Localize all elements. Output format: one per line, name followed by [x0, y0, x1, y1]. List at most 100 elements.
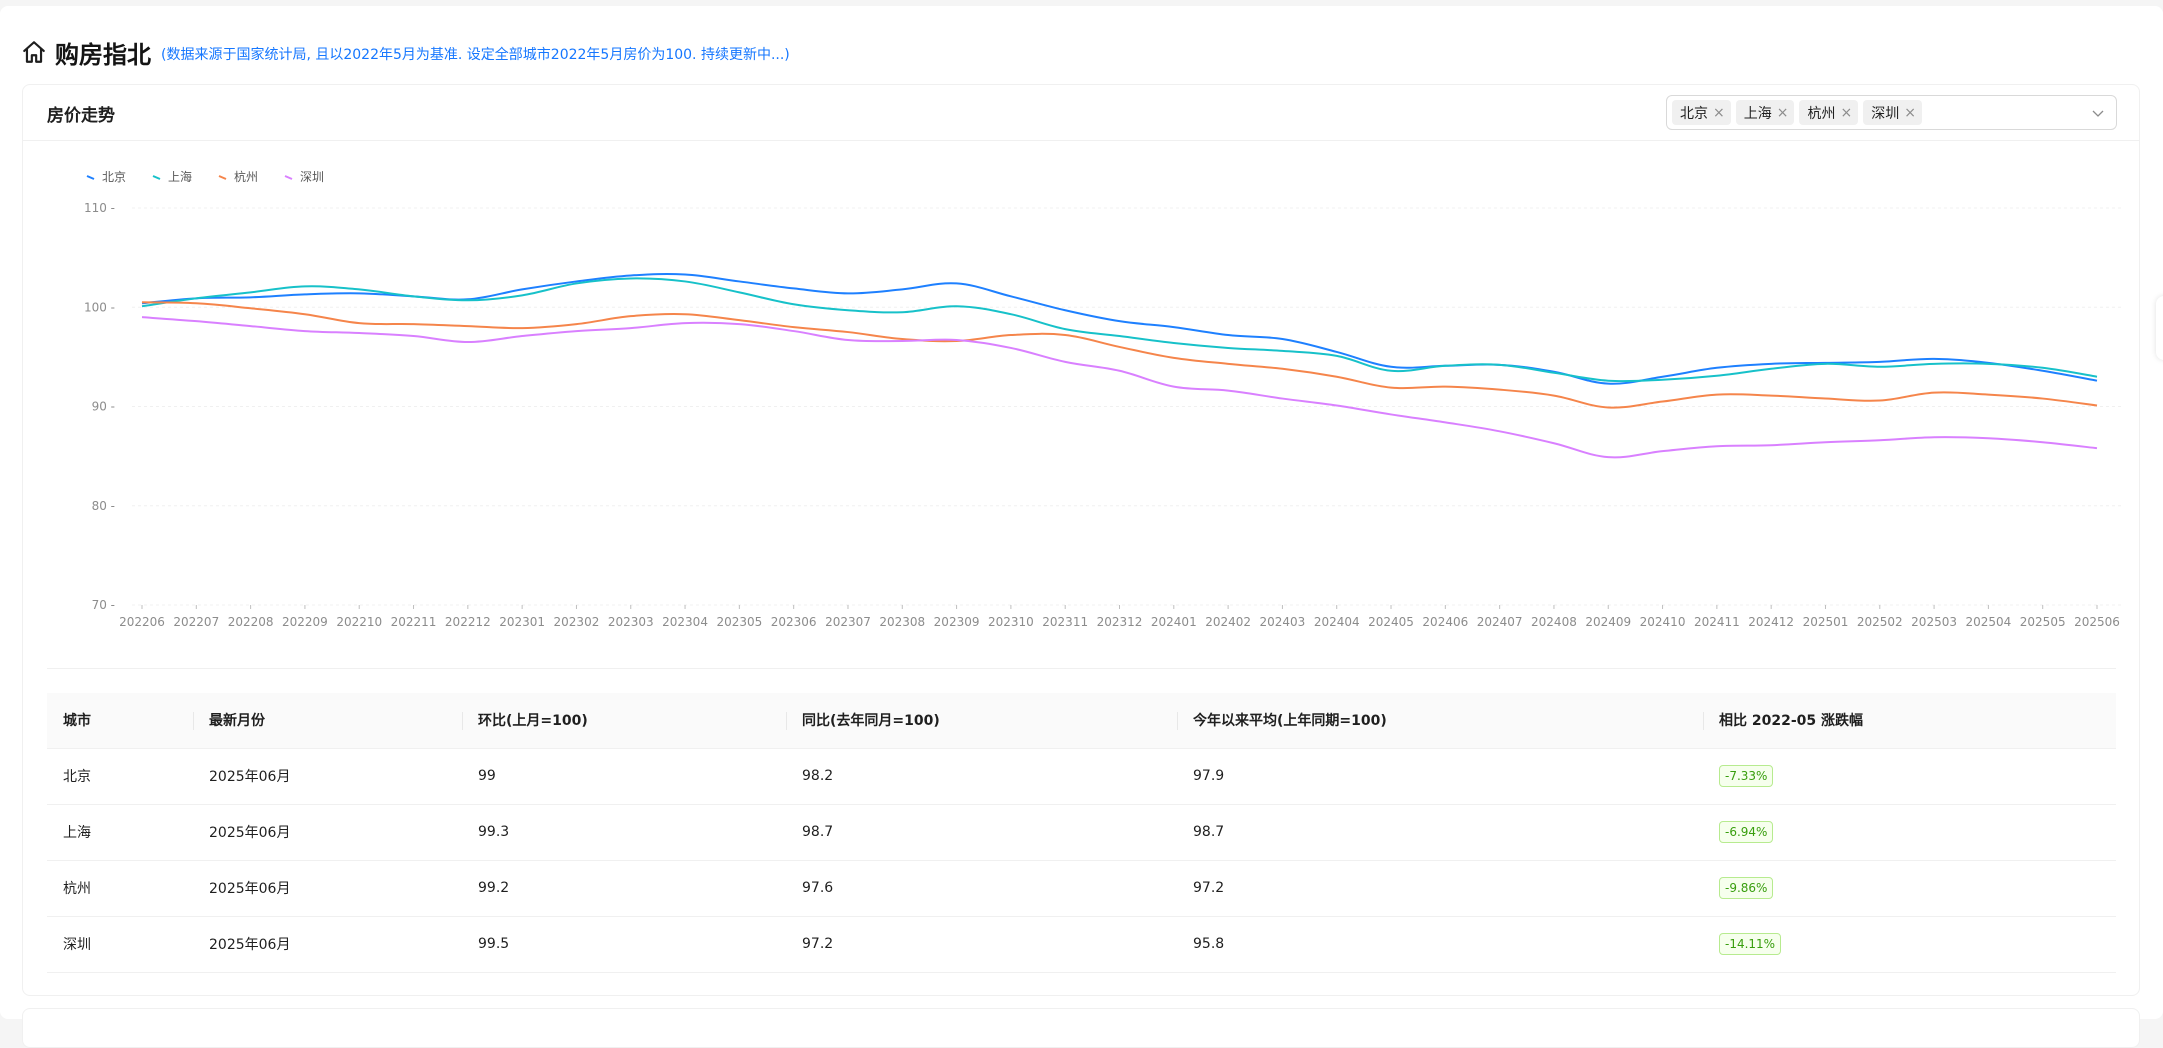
series-line: [141, 301, 2098, 409]
legend-marker: [152, 175, 161, 180]
table-cell: -6.94%: [1703, 804, 2116, 861]
price-trend-card: 房价走势 北京 × 上海 × 杭州 × 深圳 ×: [22, 84, 2140, 996]
x-tick-label: 202401: [1151, 615, 1197, 629]
x-tick-label: 202302: [554, 615, 600, 629]
city-multiselect[interactable]: 北京 × 上海 × 杭州 × 深圳 ×: [1666, 95, 2117, 130]
column-header: 相比 2022-05 涨跌幅: [1703, 693, 2116, 749]
x-tick-label: 202306: [771, 615, 817, 629]
card-header: 房价走势 北京 × 上海 × 杭州 × 深圳 ×: [23, 85, 2139, 141]
close-icon[interactable]: ×: [1713, 104, 1725, 121]
x-tick-label: 202211: [391, 615, 437, 629]
table-cell: 2025年06月: [193, 916, 462, 973]
next-card: [22, 1008, 2140, 1048]
x-tick-label: 202407: [1477, 615, 1523, 629]
x-tick-label: 202506: [2074, 615, 2120, 629]
table-cell: 2025年06月: [193, 748, 462, 805]
x-tick-label: 202207: [173, 615, 219, 629]
city-tag-label: 北京: [1680, 105, 1708, 122]
legend-label: 深圳: [300, 170, 324, 184]
legend-label: 北京: [102, 170, 126, 184]
close-icon[interactable]: ×: [1904, 104, 1916, 121]
series-line: [141, 277, 2098, 383]
x-tick-label: 202505: [2020, 615, 2066, 629]
table-cell: 97.2: [1177, 860, 1703, 917]
table-cell: -14.11%: [1703, 916, 2116, 973]
table-row: 深圳 2025年06月 99.5 97.2 95.8 -14.11%: [47, 916, 2116, 973]
city-tag-label: 杭州: [1807, 105, 1836, 122]
y-tick-label: 70 -: [92, 598, 115, 612]
x-tick-label: 202304: [662, 615, 708, 629]
table-cell: 97.6: [786, 860, 1177, 917]
column-header: 城市: [47, 693, 193, 749]
table-header-row: 城市 最新月份 环比(上月=100) 同比(去年同月=100) 今年以来平均(上…: [47, 693, 2116, 749]
table-cell: 深圳: [47, 916, 193, 973]
table-cell: 97.9: [1177, 748, 1703, 805]
legend-marker: [86, 175, 95, 180]
x-tick-label: 202411: [1694, 615, 1740, 629]
y-tick-label: 100 -: [84, 300, 115, 314]
x-tick-label: 202208: [228, 615, 274, 629]
page-title: 购房指北: [55, 40, 151, 69]
change-badge: -9.86%: [1719, 877, 1774, 899]
table-cell: -9.86%: [1703, 860, 2116, 917]
close-icon[interactable]: ×: [1840, 104, 1853, 121]
city-tag-shanghai: 上海 ×: [1735, 100, 1795, 125]
column-header: 环比(上月=100): [462, 693, 786, 749]
x-tick-label: 202502: [1857, 615, 1903, 629]
legend-marker: [284, 175, 293, 180]
change-badge: -14.11%: [1719, 933, 1782, 955]
x-tick-label: 202212: [445, 615, 491, 629]
x-tick-label: 202301: [499, 615, 545, 629]
x-tick-label: 202210: [336, 615, 382, 629]
series-line: [141, 316, 2098, 459]
y-tick-label: 90 -: [92, 400, 115, 414]
x-tick-label: 202309: [934, 615, 980, 629]
x-tick-label: 202501: [1803, 615, 1849, 629]
table-cell: 99.3: [462, 804, 786, 861]
table-cell: 北京: [47, 748, 193, 805]
table-row: 上海 2025年06月 99.3 98.7 98.7 -6.94%: [47, 804, 2116, 861]
city-tag-label: 深圳: [1871, 105, 1900, 122]
x-tick-label: 202311: [1042, 615, 1088, 629]
series-line: [141, 273, 2098, 385]
x-tick-label: 202206: [119, 615, 165, 629]
chevron-down-icon[interactable]: [2092, 107, 2104, 119]
change-badge: -6.94%: [1719, 821, 1774, 843]
x-tick-label: 202504: [1965, 615, 2011, 629]
table-cell: 上海: [47, 804, 193, 861]
x-tick-label: 202310: [988, 615, 1034, 629]
table-row: 杭州 2025年06月 99.2 97.6 97.2 -9.86%: [47, 860, 2116, 917]
side-drawer-handle[interactable]: [2156, 296, 2163, 360]
table-cell: 2025年06月: [193, 860, 462, 917]
x-tick-label: 202412: [1748, 615, 1794, 629]
x-tick-label: 202307: [825, 615, 871, 629]
city-tag-shenzhen: 深圳 ×: [1863, 100, 1922, 125]
x-tick-label: 202312: [1097, 615, 1143, 629]
x-tick-label: 202410: [1640, 615, 1686, 629]
main-page: 购房指北 (数据来源于国家统计局, 且以2022年5月为基准. 设定全部城市20…: [0, 6, 2163, 1048]
city-index-table: 城市 最新月份 环比(上月=100) 同比(去年同月=100) 今年以来平均(上…: [47, 693, 2116, 973]
column-header: 同比(去年同月=100): [786, 693, 1177, 749]
table-row: 北京 2025年06月 99 98.2 97.9 -7.33%: [47, 748, 2116, 805]
x-tick-label: 202405: [1368, 615, 1414, 629]
x-tick-label: 202503: [1911, 615, 1957, 629]
x-tick-label: 202404: [1314, 615, 1360, 629]
legend-label: 杭州: [234, 169, 258, 184]
column-header: 今年以来平均(上年同期=100): [1177, 693, 1703, 749]
page-header: 购房指北 (数据来源于国家统计局, 且以2022年5月为基准. 设定全部城市20…: [21, 34, 790, 70]
table-cell: 99.2: [462, 860, 786, 917]
x-tick-label: 202209: [282, 615, 328, 629]
card-title: 房价走势: [47, 106, 115, 126]
page-subtitle: (数据来源于国家统计局, 且以2022年5月为基准. 设定全部城市2022年5月…: [161, 47, 790, 63]
x-tick-label: 202305: [716, 615, 762, 629]
change-badge: -7.33%: [1719, 765, 1774, 787]
x-tick-label: 202403: [1260, 615, 1306, 629]
x-tick-label: 202308: [879, 615, 925, 629]
legend-marker: [218, 175, 227, 180]
y-tick-label: 110 -: [84, 201, 115, 215]
close-icon[interactable]: ×: [1776, 104, 1789, 121]
column-header: 最新月份: [193, 693, 462, 749]
table-cell: 97.2: [786, 916, 1177, 973]
y-tick-label: 80 -: [92, 499, 115, 513]
price-trend-chart: 70 - 80 - 90 - 100 - 110 - 202206 202207 202208…: [84, 169, 2122, 629]
